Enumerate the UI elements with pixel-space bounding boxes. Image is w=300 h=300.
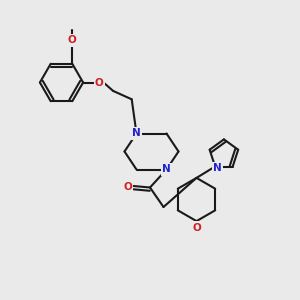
Text: N: N	[132, 128, 141, 139]
Text: O: O	[192, 223, 201, 233]
Text: N: N	[162, 164, 171, 175]
Text: O: O	[123, 182, 132, 193]
Text: O: O	[68, 35, 77, 45]
Text: O: O	[95, 77, 104, 88]
Text: N: N	[213, 163, 222, 173]
